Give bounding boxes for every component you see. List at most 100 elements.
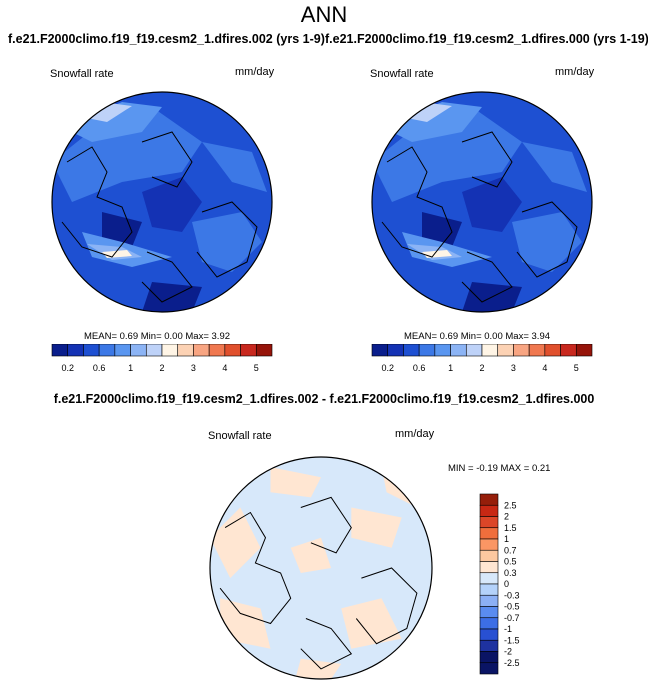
coastline-3 <box>141 251 193 303</box>
field-region-1 <box>62 102 162 142</box>
diff-colorbar-tick-label: 0.3 <box>504 568 517 578</box>
diff-colorbar-box-11 <box>479 617 499 630</box>
panel2-colorbar: 0.20.6123456 <box>371 344 593 373</box>
difference-title: f.e21.F2000climo.f19_f19.cesm2_1.dfires.… <box>53 392 595 406</box>
colorbar-box-11 <box>224 344 241 357</box>
field-region-0 <box>210 507 261 579</box>
colorbar-tick-label: 4 <box>222 363 227 373</box>
diff-colorbar-box-14 <box>479 651 499 664</box>
panel1-colorbar: 0.20.6123456 <box>51 344 273 373</box>
field-region-4 <box>341 598 402 649</box>
panel2-mean-stats: MEAN= 0.69 Min= 0.00 Max= 3.94 <box>404 331 551 342</box>
diff-colorbar-box-2 <box>479 516 499 529</box>
field-region-4 <box>102 212 142 247</box>
field-region-4 <box>422 212 462 247</box>
colorbar-box-5 <box>130 344 147 357</box>
colorbar-box-10 <box>208 344 226 357</box>
diff-colorbar-box-7 <box>479 572 499 585</box>
diff-colorbar-tick-label: -1 <box>504 624 512 634</box>
diff-colorbar-box-9 <box>479 594 499 607</box>
colorbar-tick-label: 0.6 <box>93 363 106 373</box>
colorbar-box-1 <box>67 344 84 357</box>
coastline-2 <box>355 567 418 645</box>
coastline-1 <box>461 131 513 188</box>
colorbar-box-10 <box>528 344 546 357</box>
map-border <box>51 91 273 313</box>
map-border <box>209 456 433 680</box>
colorbar-box-2 <box>403 344 420 357</box>
field-region-8 <box>192 212 262 272</box>
colorbar-box-4 <box>434 344 451 357</box>
field-region-3 <box>462 177 522 232</box>
colorbar-box-9 <box>513 344 530 357</box>
diff-colorbar-box-13 <box>479 639 499 652</box>
colorbar-box-6 <box>465 344 483 357</box>
field-region-3 <box>142 177 202 232</box>
diff-colorbar-tick-label: -0.5 <box>504 602 520 612</box>
field-region-1 <box>382 102 482 142</box>
colorbar-tick-label: 2 <box>479 363 484 373</box>
colorbar-box-12 <box>560 344 577 357</box>
diff-colorbar-box-10 <box>479 606 499 619</box>
diff-colorbar-tick-label: 1 <box>504 534 509 544</box>
panel1-case-title: f.e21.F2000climo.f19_f19.cesm2_1.dfires.… <box>8 32 325 46</box>
colorbar-box-0 <box>371 344 389 357</box>
panel1-polar-map <box>51 91 273 313</box>
colorbar-box-4 <box>114 344 131 357</box>
colorbar-box-12 <box>240 344 257 357</box>
panel1-variable-label: Snowfall rate <box>50 68 114 80</box>
diff-colorbar-box-12 <box>479 628 499 641</box>
colorbar-box-6 <box>145 344 163 357</box>
panel1-mean-stats: MEAN= 0.69 Min= 0.00 Max= 3.92 <box>84 331 231 342</box>
colorbar-box-7 <box>161 344 179 357</box>
colorbar-tick-label: 1 <box>448 363 453 373</box>
diff-colorbar-tick-label: 0.7 <box>504 545 517 555</box>
diff-colorbar-box-4 <box>479 538 499 551</box>
coastline-1 <box>141 131 193 188</box>
diff-colorbar-tick-label: 1.5 <box>504 523 517 533</box>
diff-colorbar-tick-label: 2.5 <box>504 500 517 510</box>
diff-colorbar-box-0 <box>479 493 499 506</box>
diff-colorbar-tick-label: 0 <box>504 579 509 589</box>
colorbar-tick-label: 4 <box>542 363 547 373</box>
diff-colorbar-tick-label: -0.7 <box>504 613 520 623</box>
diff-units-label: mm/day <box>395 428 435 440</box>
panel2-variable-label: Snowfall rate <box>370 68 434 80</box>
colorbar-box-13 <box>575 344 593 357</box>
field-region-7 <box>295 658 342 679</box>
diff-colorbar-tick-label: -2 <box>504 647 512 657</box>
map-field <box>210 457 432 679</box>
diff-colorbar-box-5 <box>479 549 499 562</box>
field-region-9 <box>522 142 587 192</box>
panel2-polar-map <box>371 91 593 313</box>
colorbar-tick-label: 1 <box>128 363 133 373</box>
field-region-9 <box>202 142 267 192</box>
colorbar-box-5 <box>450 344 467 357</box>
diff-colorbar-tick-label: 2 <box>504 512 509 522</box>
colorbar-box-3 <box>98 344 116 357</box>
colorbar-box-11 <box>544 344 561 357</box>
coastline-1 <box>300 496 352 554</box>
colorbar-tick-label: 3 <box>191 363 196 373</box>
diff-colorbar-tick-label: -1.5 <box>504 635 520 645</box>
diff-colorbar-box-1 <box>479 504 499 517</box>
coastline-2 <box>516 201 578 278</box>
diff-colorbar-box-3 <box>479 527 499 540</box>
diff-colorbar-tick-label: -0.3 <box>504 590 520 600</box>
diff-colorbar-box-8 <box>479 583 499 596</box>
page-title: ANN <box>300 2 348 27</box>
colorbar-box-1 <box>387 344 404 357</box>
colorbar-box-7 <box>481 344 499 357</box>
colorbar-tick-label: 3 <box>511 363 516 373</box>
colorbar-box-3 <box>418 344 436 357</box>
colorbar-box-8 <box>497 344 514 357</box>
coastline-0 <box>381 146 453 258</box>
coastline-0 <box>61 146 133 258</box>
map-border <box>371 91 593 313</box>
field-region-0 <box>372 107 522 202</box>
diff-minmax-stats: MIN = -0.19 MAX = 0.21 <box>448 463 551 474</box>
coastline-3 <box>461 251 513 303</box>
colorbar-tick-label: 0.2 <box>381 363 394 373</box>
diff-colorbar-box-6 <box>479 561 499 574</box>
panel1-units-label: mm/day <box>235 66 275 78</box>
